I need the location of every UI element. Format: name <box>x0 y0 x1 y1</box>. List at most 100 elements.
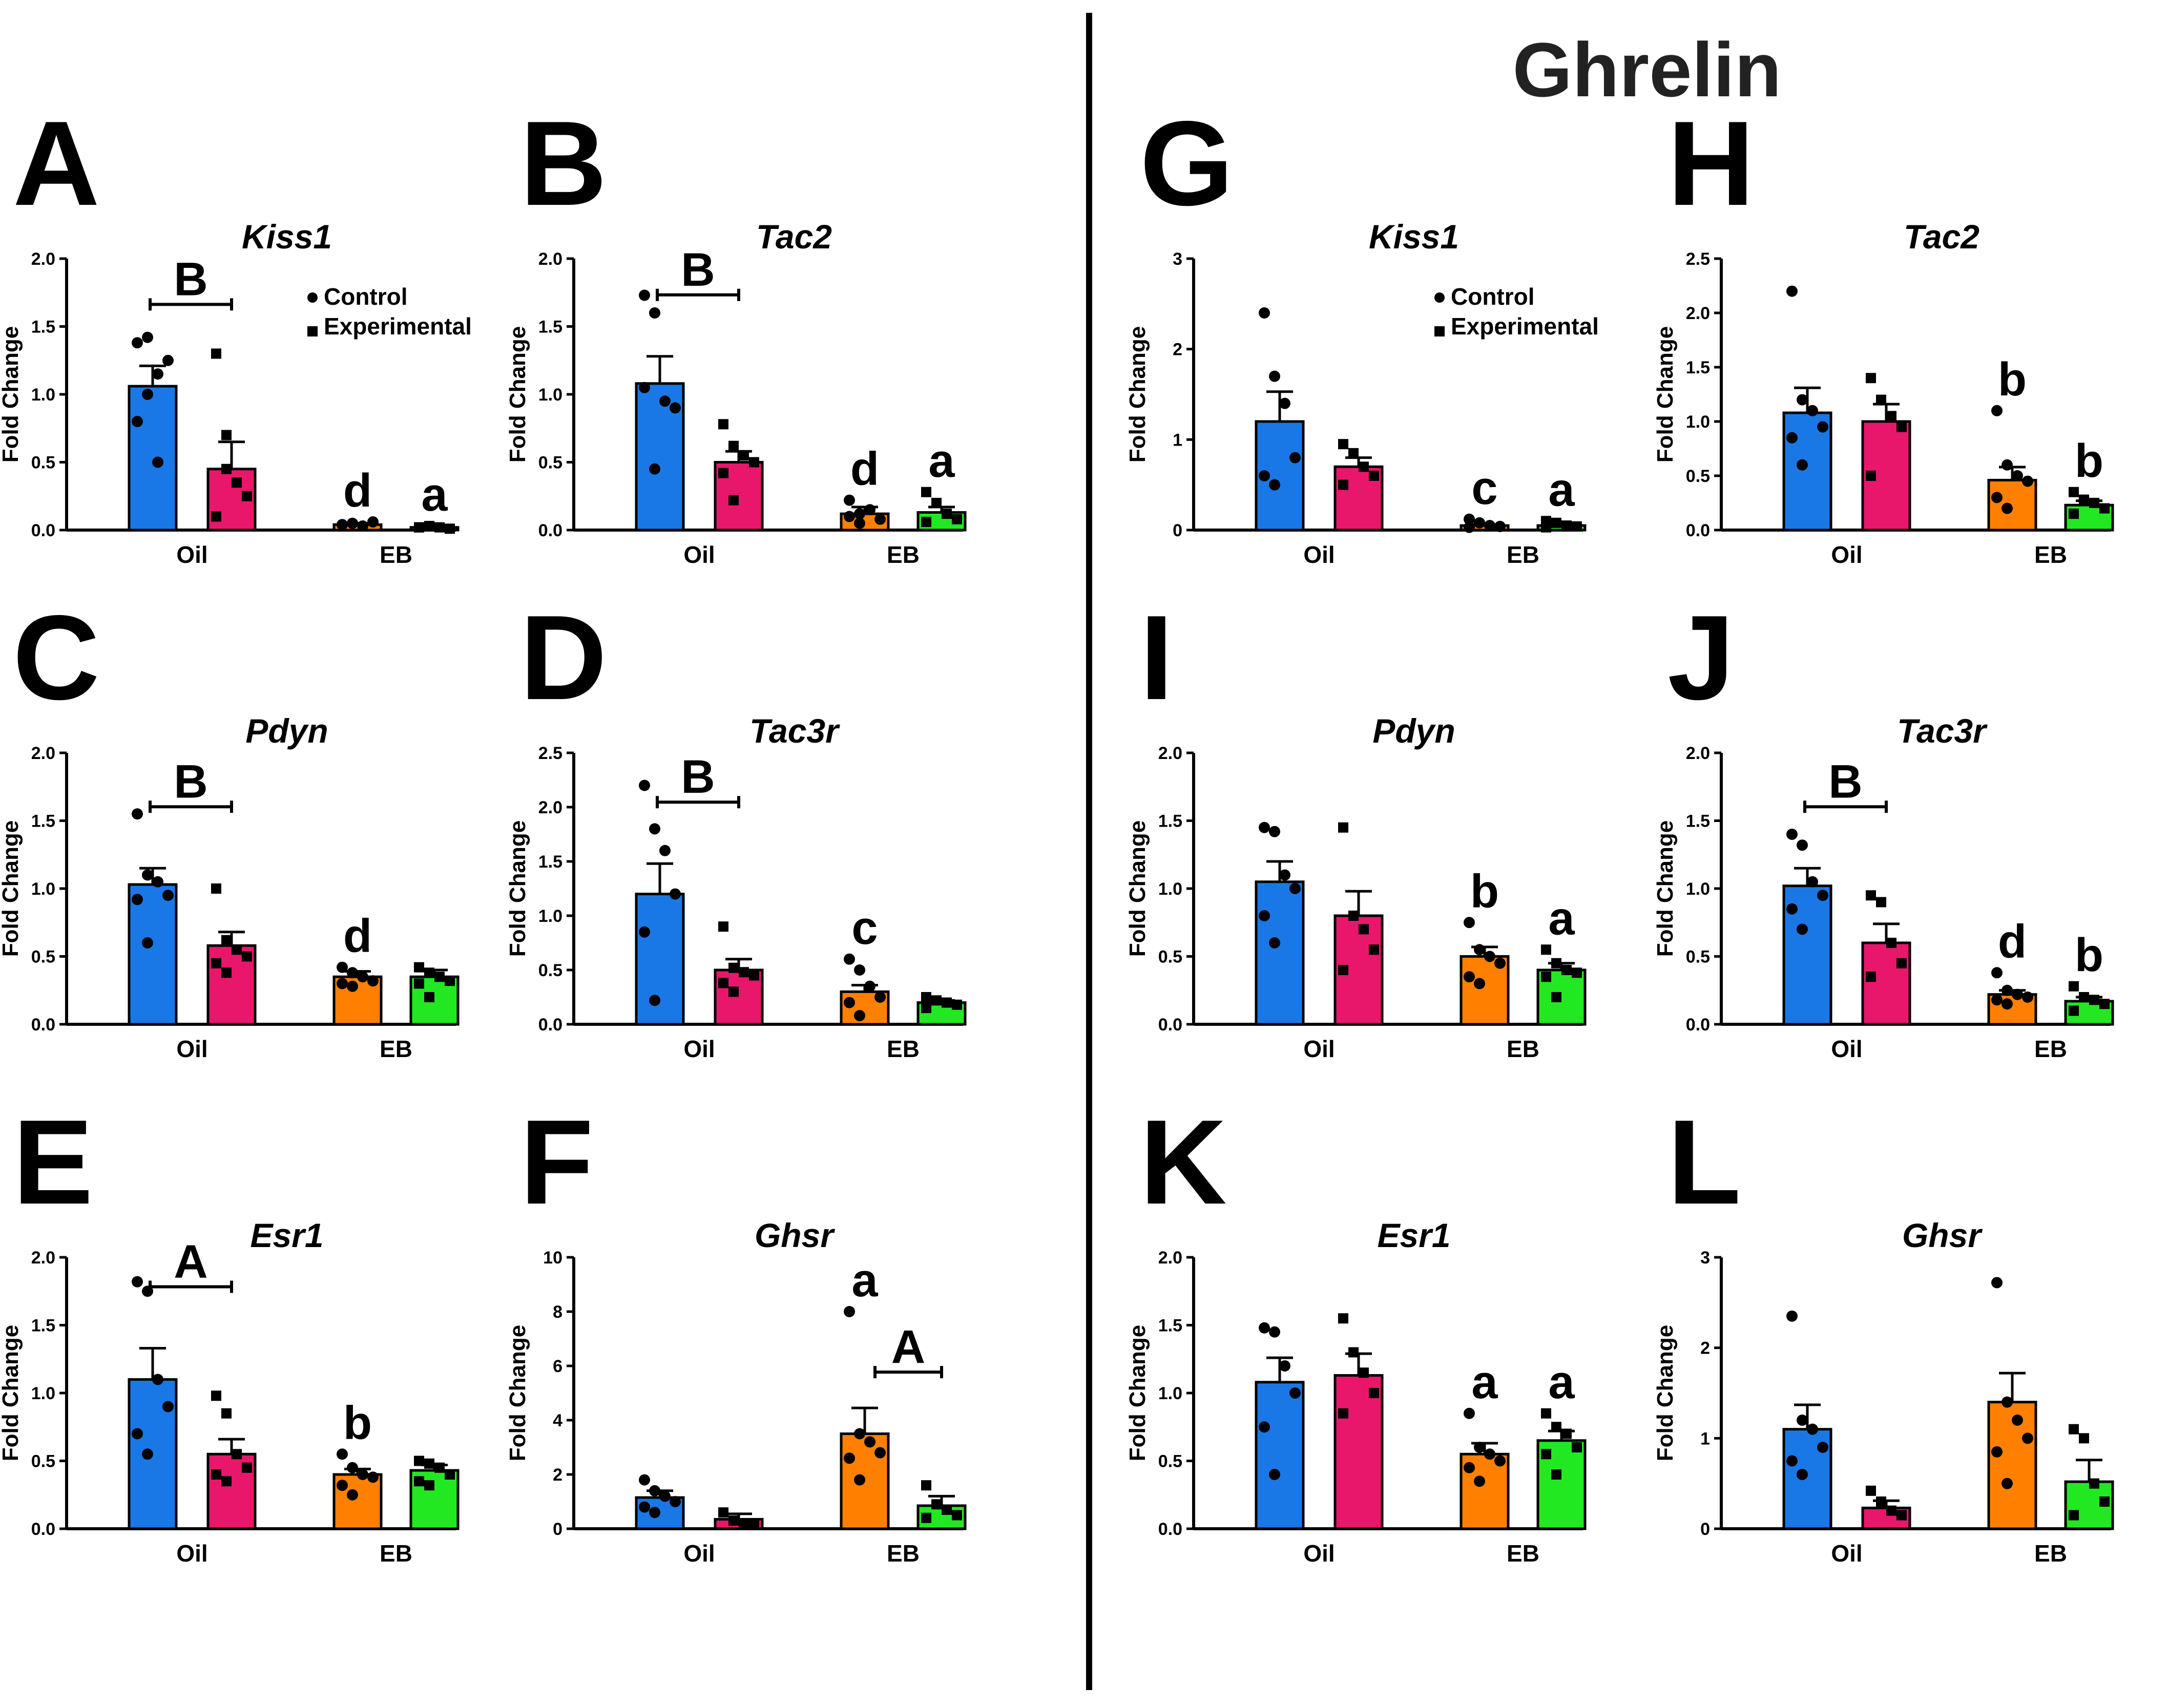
data-point <box>844 1452 855 1464</box>
bar-eb_control <box>1987 478 2037 532</box>
y-tick-label: 2.0 <box>31 744 55 763</box>
bracket-letter: A <box>174 1236 207 1288</box>
data-point <box>1474 1442 1485 1453</box>
y-tick-label: 0.0 <box>538 521 562 540</box>
data-point <box>639 382 650 393</box>
data-point <box>1464 1407 1475 1419</box>
data-point <box>854 517 865 529</box>
data-point <box>211 958 221 968</box>
data-point <box>1797 1415 1808 1426</box>
data-point <box>1269 1326 1280 1338</box>
data-point <box>132 1276 143 1288</box>
legend-control-label: Control <box>324 283 408 310</box>
data-point <box>649 463 660 475</box>
data-point <box>1369 1388 1379 1398</box>
chart-title: Tac3r <box>1897 712 1988 750</box>
data-point <box>424 967 434 978</box>
data-point <box>221 463 232 474</box>
chart-title: Pdyn <box>245 712 328 750</box>
data-point <box>211 348 221 359</box>
data-point <box>221 1476 232 1487</box>
panel-F: F Ghsr Fold Change 0 2 4 6 8 10 Oil EB aA <box>505 1094 967 1567</box>
data-point <box>1289 883 1301 894</box>
data-point <box>2069 1005 2079 1016</box>
data-point <box>1572 1442 1582 1452</box>
y-tick-label: 1.5 <box>538 852 562 872</box>
data-point <box>142 1448 153 1460</box>
data-point <box>639 779 650 791</box>
y-tick-label: 1.5 <box>1158 812 1182 831</box>
data-point <box>718 419 728 430</box>
data-point <box>649 1507 660 1519</box>
significance-letter: c <box>1471 462 1497 514</box>
data-point <box>1886 411 1896 421</box>
data-point <box>132 416 143 427</box>
data-point <box>854 1010 865 1022</box>
data-point <box>1551 992 1561 1002</box>
data-point <box>337 519 348 531</box>
data-point <box>728 495 739 505</box>
data-point <box>142 937 153 948</box>
data-point <box>424 1458 434 1469</box>
data-point <box>1786 285 1798 297</box>
data-point <box>728 986 739 997</box>
panel-A: A Kiss1 Fold Change 0.0 0.5 1.0 1.5 2.0 Oil EB d a B… <box>0 96 472 568</box>
y-tick-label: 1.0 <box>538 385 562 405</box>
data-point <box>1807 405 1818 416</box>
data-point <box>728 1515 739 1526</box>
data-point <box>874 513 886 525</box>
data-point <box>1369 944 1379 955</box>
data-point <box>931 995 942 1006</box>
x-tick-label: EB <box>2034 1036 2067 1062</box>
y-tick-label: 0.5 <box>31 947 55 967</box>
y-tick-label: 1.0 <box>31 1384 55 1403</box>
data-point <box>2089 1478 2099 1489</box>
panel-H: H Tac2 Fold Change 0.0 0.5 1.0 1.5 2.0 2.5 Oil EB b… <box>1653 96 2114 568</box>
data-point <box>1572 521 1582 532</box>
data-point <box>1259 1322 1270 1334</box>
legend-experimental-label: Experimental <box>1451 313 1599 340</box>
data-point <box>874 1447 886 1459</box>
data-point <box>1464 971 1475 983</box>
data-point <box>659 1490 671 1502</box>
data-point <box>162 1401 174 1412</box>
x-tick-label: EB <box>380 1036 412 1062</box>
data-point <box>132 808 143 820</box>
y-tick-label: 0.5 <box>538 961 562 980</box>
y-tick-label: 0.5 <box>1686 947 1710 967</box>
data-point <box>1464 917 1475 929</box>
legend-experimental-marker <box>1434 326 1445 336</box>
data-point <box>864 504 875 516</box>
data-point <box>1876 394 1886 405</box>
data-point <box>921 487 931 497</box>
data-point <box>414 522 424 533</box>
data-point <box>1464 513 1475 525</box>
data-point <box>952 1510 962 1521</box>
data-point <box>649 995 660 1006</box>
y-tick-label: 1.5 <box>1158 1316 1182 1336</box>
x-tick-label: Oil <box>683 541 715 568</box>
data-point <box>142 869 153 881</box>
data-point <box>2002 502 2013 514</box>
data-point <box>1991 405 2003 416</box>
data-point <box>2002 459 2013 471</box>
y-tick-label: 0.0 <box>31 1015 55 1035</box>
data-point <box>1866 1485 1876 1496</box>
data-point <box>670 402 681 414</box>
data-point <box>242 951 252 962</box>
data-point <box>921 1512 931 1523</box>
data-point <box>2002 984 2013 996</box>
data-point <box>1797 459 1808 471</box>
data-point <box>1786 903 1798 915</box>
significance-letter: a <box>1471 1356 1498 1408</box>
y-tick-label: 0.5 <box>1158 1452 1182 1471</box>
data-point <box>864 1436 875 1448</box>
panel-letter: D <box>520 590 607 725</box>
x-tick-label: EB <box>887 541 920 568</box>
data-point <box>424 1480 434 1491</box>
bracket-letter: B <box>174 755 207 808</box>
chart-title: Esr1 <box>250 1216 323 1254</box>
data-point <box>2099 1496 2110 1507</box>
data-point <box>211 511 221 522</box>
